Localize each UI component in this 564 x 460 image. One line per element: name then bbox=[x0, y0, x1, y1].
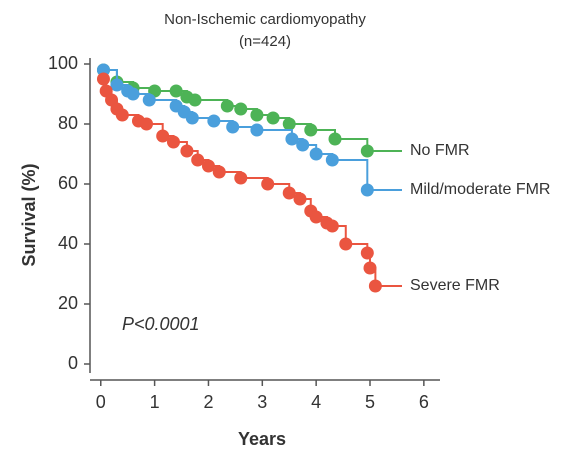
x-tick-label: 5 bbox=[365, 392, 375, 412]
censor-marker bbox=[304, 123, 318, 137]
censor-marker bbox=[180, 144, 194, 158]
censor-marker bbox=[185, 111, 199, 125]
series-label: No FMR bbox=[410, 142, 470, 159]
censor-marker bbox=[363, 261, 377, 275]
chart-subtitle: (n=424) bbox=[239, 33, 291, 50]
x-axis-label: Years bbox=[238, 429, 286, 449]
y-tick-label: 60 bbox=[58, 173, 78, 193]
y-tick-label: 40 bbox=[58, 233, 78, 253]
y-tick-label: 0 bbox=[68, 353, 78, 373]
censor-marker bbox=[140, 117, 154, 131]
censor-marker bbox=[325, 153, 339, 167]
censor-marker bbox=[266, 111, 280, 125]
y-tick-label: 20 bbox=[58, 293, 78, 313]
censor-marker bbox=[296, 138, 310, 152]
censor-marker bbox=[234, 171, 248, 185]
annotation: P<0.0001 bbox=[122, 314, 200, 334]
censor-marker bbox=[142, 93, 156, 107]
censor-marker bbox=[250, 123, 264, 137]
y-axis-label: Survival (%) bbox=[19, 163, 39, 266]
censor-marker bbox=[282, 186, 296, 200]
censor-marker bbox=[368, 279, 382, 293]
censor-marker bbox=[201, 159, 215, 173]
x-tick-label: 3 bbox=[257, 392, 267, 412]
chart-title: Non-Ischemic cardiomyopathy bbox=[164, 11, 366, 28]
censor-marker bbox=[115, 108, 129, 122]
censor-marker bbox=[325, 219, 339, 233]
censor-marker bbox=[328, 132, 342, 146]
censor-marker bbox=[220, 99, 234, 113]
censor-marker bbox=[169, 84, 183, 98]
censor-marker bbox=[126, 87, 140, 101]
censor-marker bbox=[156, 129, 170, 143]
censor-marker bbox=[250, 108, 264, 122]
censor-marker bbox=[207, 114, 221, 128]
censor-marker bbox=[261, 177, 275, 191]
y-tick-label: 80 bbox=[58, 113, 78, 133]
censor-marker bbox=[282, 117, 296, 131]
censor-marker bbox=[110, 78, 124, 92]
x-tick-label: 2 bbox=[203, 392, 213, 412]
series-label: Severe FMR bbox=[410, 277, 500, 294]
censor-marker bbox=[360, 144, 374, 158]
censor-marker bbox=[96, 72, 110, 86]
censor-marker bbox=[339, 237, 353, 251]
x-tick-label: 1 bbox=[150, 392, 160, 412]
censor-marker bbox=[360, 246, 374, 260]
censor-marker bbox=[166, 135, 180, 149]
series-label: Mild/moderate FMR bbox=[410, 181, 550, 198]
x-tick-label: 4 bbox=[311, 392, 321, 412]
censor-marker bbox=[188, 93, 202, 107]
x-tick-label: 0 bbox=[96, 392, 106, 412]
censor-marker bbox=[234, 102, 248, 116]
censor-marker bbox=[285, 132, 299, 146]
censor-marker bbox=[293, 192, 307, 206]
x-tick-label: 6 bbox=[419, 392, 429, 412]
y-tick-label: 100 bbox=[48, 53, 78, 73]
censor-marker bbox=[191, 153, 205, 167]
censor-marker bbox=[96, 63, 110, 77]
censor-marker bbox=[226, 120, 240, 134]
censor-marker bbox=[360, 183, 374, 197]
censor-marker bbox=[309, 147, 323, 161]
censor-marker bbox=[212, 165, 226, 179]
censor-marker bbox=[309, 210, 323, 224]
